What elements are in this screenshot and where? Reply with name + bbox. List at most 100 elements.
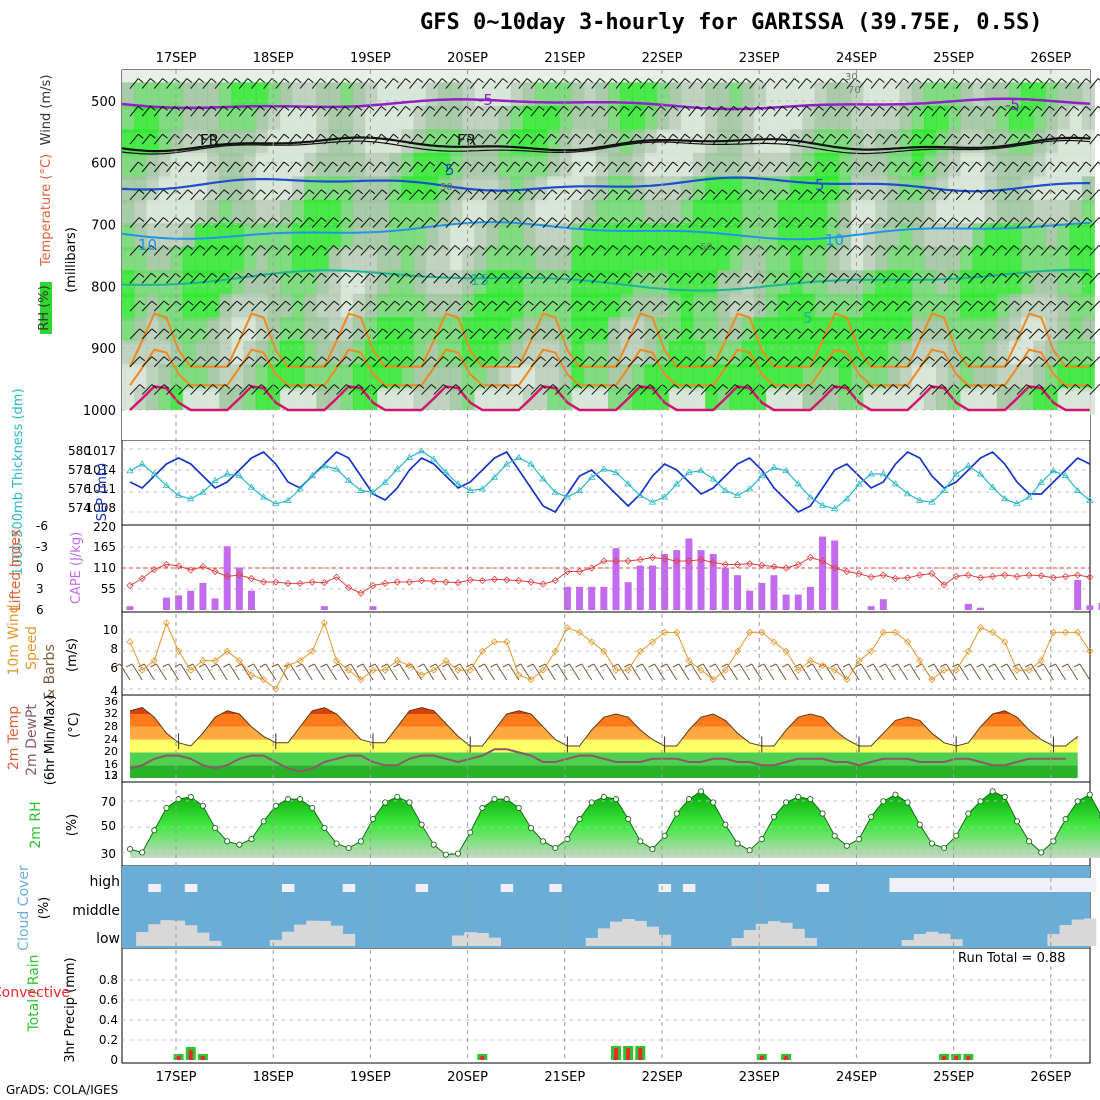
- rh-cell: [668, 105, 682, 133]
- wind-barb-flag: [698, 384, 704, 389]
- wind-barb: [506, 217, 517, 228]
- wind-barb-flag: [381, 217, 388, 223]
- rh-cell: [219, 152, 233, 180]
- rh-cell: [984, 105, 998, 133]
- wind-barb-flag: [272, 356, 279, 362]
- rh-cell: [389, 129, 403, 157]
- rh-cell: [207, 364, 221, 392]
- wind-barb-flag: [868, 300, 874, 306]
- rh-cell: [887, 340, 901, 368]
- wind-barb: [469, 78, 479, 89]
- wind-barb: [737, 384, 748, 395]
- wind-barb-flag: [745, 105, 752, 111]
- wind-barb: [469, 272, 480, 284]
- wind-barb: [178, 217, 189, 228]
- wind-barb: [396, 161, 406, 173]
- wind-barb-flag: [758, 356, 765, 362]
- data-point: [697, 666, 705, 674]
- wind-barb-flag: [297, 356, 303, 362]
- wind-barb: [348, 133, 358, 145]
- wind-barb: [858, 78, 868, 89]
- rh-cell: [498, 317, 512, 345]
- wind-barb: [967, 384, 979, 395]
- wind-barb: [336, 272, 346, 284]
- wind-barb: [749, 272, 760, 284]
- wind-barb: [834, 356, 845, 368]
- temp-tick: 13: [104, 769, 118, 782]
- wind-barb: [567, 300, 578, 312]
- wind-barb-flag: [467, 328, 474, 334]
- date-label-top: 25SEP: [933, 51, 974, 66]
- wind-barb: [251, 328, 262, 340]
- wind-barb-flag: [224, 328, 231, 334]
- wind-barb-flag: [418, 217, 424, 223]
- wind-barb: [336, 300, 347, 312]
- surface-wind-barb: [496, 663, 508, 681]
- precip-ylabel-units: 3hr Precip (mm): [63, 957, 78, 1062]
- wind-barb: [384, 189, 395, 201]
- wind-barb: [226, 300, 238, 312]
- wind-barb-flag: [406, 300, 413, 306]
- data-point: [332, 657, 341, 665]
- wind-barb: [518, 161, 528, 173]
- wind-barb: [141, 245, 152, 256]
- wind-barb: [360, 133, 370, 145]
- date-label-top: 20SEP: [447, 51, 488, 66]
- rh-cell: [437, 223, 451, 251]
- rh-cell: [1021, 223, 1035, 251]
- wind-barb-flag: [515, 245, 522, 250]
- data-point: [563, 624, 571, 632]
- date-label-bottom: 23SEP: [739, 1070, 780, 1085]
- rh-cell: [632, 176, 646, 204]
- wind-barb: [384, 217, 395, 228]
- rh-cell: [1057, 105, 1071, 133]
- wind-barb: [688, 272, 699, 284]
- wind-barb: [1053, 106, 1062, 117]
- wind-barb: [202, 272, 213, 284]
- wind-barb-flag: [515, 384, 522, 389]
- wind-barb: [615, 78, 625, 89]
- wind-barb: [166, 356, 177, 368]
- data-point: [345, 584, 353, 592]
- wind-barb-flag: [175, 300, 182, 306]
- wind-barb: [846, 328, 857, 340]
- wind-barb-flag: [880, 384, 887, 389]
- wind-barb: [627, 356, 639, 368]
- rh-cell: [899, 364, 913, 392]
- rh-cell: [498, 387, 512, 415]
- rh-cell: [705, 82, 719, 110]
- rh-cell: [1033, 293, 1047, 321]
- wind-barb: [494, 189, 504, 201]
- low-cloud-cell: [488, 937, 501, 946]
- wind-barb-flag: [673, 384, 680, 389]
- rh-cell: [267, 246, 281, 274]
- wind-barb: [931, 328, 942, 340]
- rh-cell: [535, 82, 549, 110]
- rh-cell: [608, 105, 621, 133]
- wind-barb-flag: [150, 78, 156, 83]
- wind-barb-flag: [576, 328, 583, 334]
- surface-wind-barb-flag: [551, 663, 558, 668]
- wind-barb-flag: [1036, 105, 1043, 111]
- wind-barb: [1004, 245, 1015, 256]
- wind-barb: [1077, 217, 1088, 228]
- wind-barb: [591, 189, 602, 201]
- data-point: [260, 818, 267, 825]
- surface-wind-barb: [520, 663, 532, 681]
- wind-barb: [882, 133, 892, 145]
- data-point: [223, 572, 231, 580]
- wind-barb: [166, 300, 177, 312]
- high-cloud-cell: [500, 884, 514, 892]
- wind-barb: [688, 161, 698, 173]
- wind-barb: [542, 161, 552, 173]
- wind-barb-flag: [929, 300, 935, 306]
- wind-barb-flag: [344, 105, 351, 111]
- data-point: [442, 657, 450, 665]
- cape-bar: [879, 599, 887, 610]
- data-point: [284, 661, 292, 669]
- data-point: [855, 657, 863, 665]
- rh-cell: [389, 293, 403, 321]
- wind-barb-flag: [441, 105, 448, 111]
- wind-barb: [737, 78, 747, 89]
- date-label-bottom: 22SEP: [642, 1070, 683, 1085]
